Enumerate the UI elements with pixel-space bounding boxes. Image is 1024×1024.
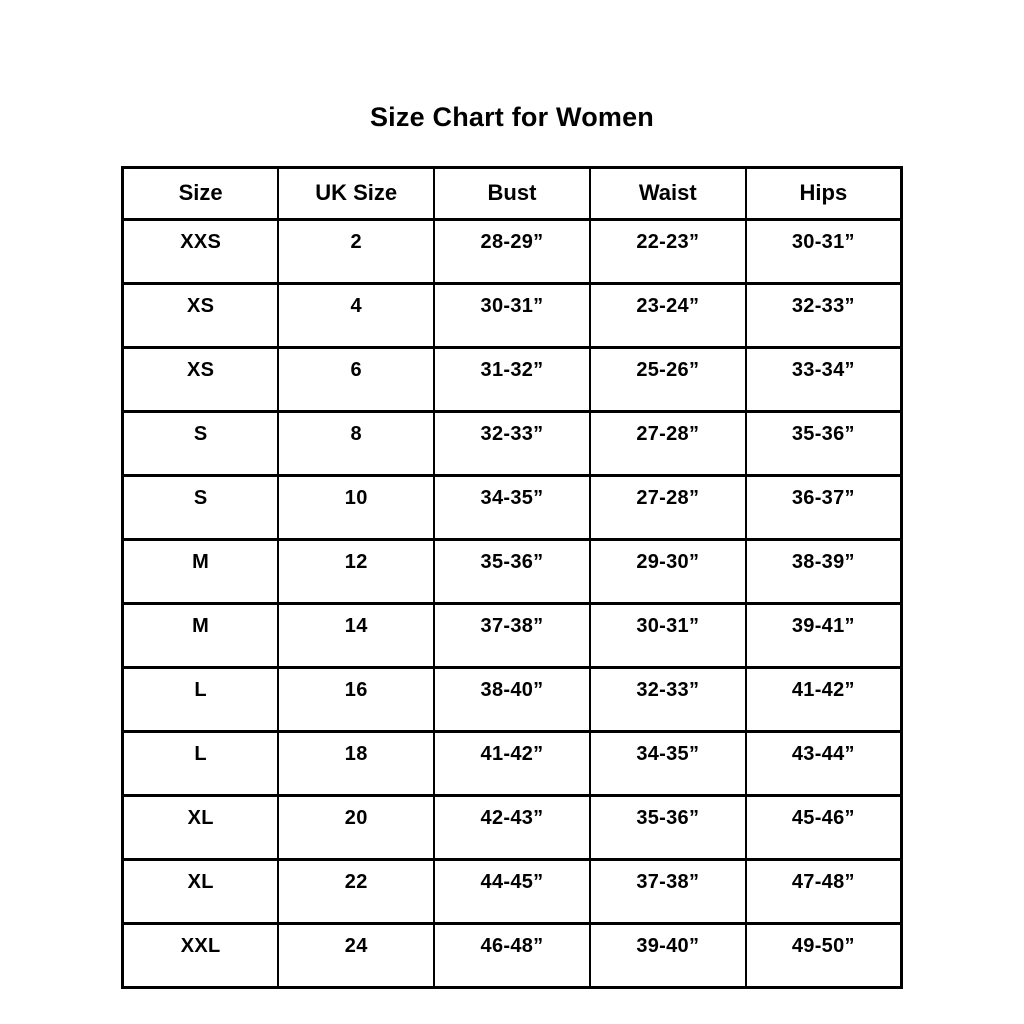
table-cell: 32-33” xyxy=(744,281,903,349)
table-cell: 44-45” xyxy=(433,857,591,925)
table-cell: 36-37” xyxy=(744,473,903,541)
table-cell: 2 xyxy=(277,217,436,285)
table-cell: 32-33” xyxy=(588,665,747,733)
size-chart-table: Size UK Size Bust Waist Hips XXS 2 28-29” 22-23… xyxy=(121,165,903,989)
table-cell: 14 xyxy=(277,601,436,669)
table-cell: 16 xyxy=(277,665,436,733)
table-row: XL 22 44-45” 37-38” 47-48” xyxy=(121,857,903,925)
table-cell: 33-34” xyxy=(744,345,903,413)
table-cell: XL xyxy=(121,793,280,861)
table-cell: 34-35” xyxy=(433,473,591,541)
table-cell: 22-23” xyxy=(588,217,747,285)
table-cell: 10 xyxy=(277,473,436,541)
size-table-body: XXS 2 28-29” 22-23” 30-31” XS 4 30-31” 23-24” 32-… xyxy=(121,217,903,989)
table-row: XL 20 42-43” 35-36” 45-46” xyxy=(121,793,903,861)
table-cell: 35-36” xyxy=(744,409,903,477)
table-cell: 32-33” xyxy=(433,409,591,477)
table-cell: XL xyxy=(121,857,280,925)
table-cell: 12 xyxy=(277,537,436,605)
table-cell: XXS xyxy=(121,217,280,285)
table-cell: 37-38” xyxy=(433,601,591,669)
table-cell: 43-44” xyxy=(744,729,903,797)
table-row: S 10 34-35” 27-28” 36-37” xyxy=(121,473,903,541)
table-cell: 24 xyxy=(277,921,436,989)
table-cell: 49-50” xyxy=(744,921,903,989)
table-row: XS 4 30-31” 23-24” 32-33” xyxy=(121,281,903,349)
table-cell: 39-41” xyxy=(744,601,903,669)
table-cell: M xyxy=(121,537,280,605)
table-cell: 27-28” xyxy=(588,409,747,477)
table-cell: 6 xyxy=(277,345,436,413)
table-cell: 41-42” xyxy=(744,665,903,733)
table-cell: XXL xyxy=(121,921,280,989)
table-row: XS 6 31-32” 25-26” 33-34” xyxy=(121,345,903,413)
table-cell: M xyxy=(121,601,280,669)
table-cell: 25-26” xyxy=(588,345,747,413)
table-cell: 18 xyxy=(277,729,436,797)
table-row: S 8 32-33” 27-28” 35-36” xyxy=(121,409,903,477)
table-cell: 38-39” xyxy=(744,537,903,605)
table-cell: 35-36” xyxy=(433,537,591,605)
table-cell: 29-30” xyxy=(588,537,747,605)
page-title: Size Chart for Women xyxy=(369,102,655,132)
table-row: L 18 41-42” 34-35” 43-44” xyxy=(121,729,903,797)
column-header: Size xyxy=(121,165,280,221)
column-header: Waist xyxy=(588,165,747,221)
table-cell: L xyxy=(121,665,280,733)
table-cell: S xyxy=(121,409,280,477)
table-cell: 31-32” xyxy=(433,345,591,413)
table-row: M 14 37-38” 30-31” 39-41” xyxy=(121,601,903,669)
table-cell: 22 xyxy=(277,857,436,925)
table-cell: 38-40” xyxy=(433,665,591,733)
table-cell: 46-48” xyxy=(433,921,591,989)
table-header-row: Size UK Size Bust Waist Hips xyxy=(121,165,903,221)
size-table-head: Size UK Size Bust Waist Hips xyxy=(121,165,903,221)
table-cell: 30-31” xyxy=(588,601,747,669)
table-cell: 45-46” xyxy=(744,793,903,861)
table-cell: XS xyxy=(121,345,280,413)
table-cell: 27-28” xyxy=(588,473,747,541)
table-row: L 16 38-40” 32-33” 41-42” xyxy=(121,665,903,733)
table-row: XXS 2 28-29” 22-23” 30-31” xyxy=(121,217,903,285)
table-row: XXL 24 46-48” 39-40” 49-50” xyxy=(121,921,903,989)
table-cell: 42-43” xyxy=(433,793,591,861)
table-cell: 30-31” xyxy=(744,217,903,285)
table-cell: 20 xyxy=(277,793,436,861)
table-cell: 47-48” xyxy=(744,857,903,925)
table-row: M 12 35-36” 29-30” 38-39” xyxy=(121,537,903,605)
column-header: Hips xyxy=(744,165,903,221)
table-cell: L xyxy=(121,729,280,797)
table-cell: 30-31” xyxy=(433,281,591,349)
table-cell: XS xyxy=(121,281,280,349)
table-cell: 35-36” xyxy=(588,793,747,861)
table-cell: 28-29” xyxy=(433,217,591,285)
table-cell: S xyxy=(121,473,280,541)
table-cell: 8 xyxy=(277,409,436,477)
table-cell: 37-38” xyxy=(588,857,747,925)
table-cell: 41-42” xyxy=(433,729,591,797)
column-header: UK Size xyxy=(277,165,436,221)
column-header: Bust xyxy=(433,165,591,221)
table-cell: 34-35” xyxy=(588,729,747,797)
table-cell: 39-40” xyxy=(588,921,747,989)
table-cell: 23-24” xyxy=(588,281,747,349)
table-cell: 4 xyxy=(277,281,436,349)
